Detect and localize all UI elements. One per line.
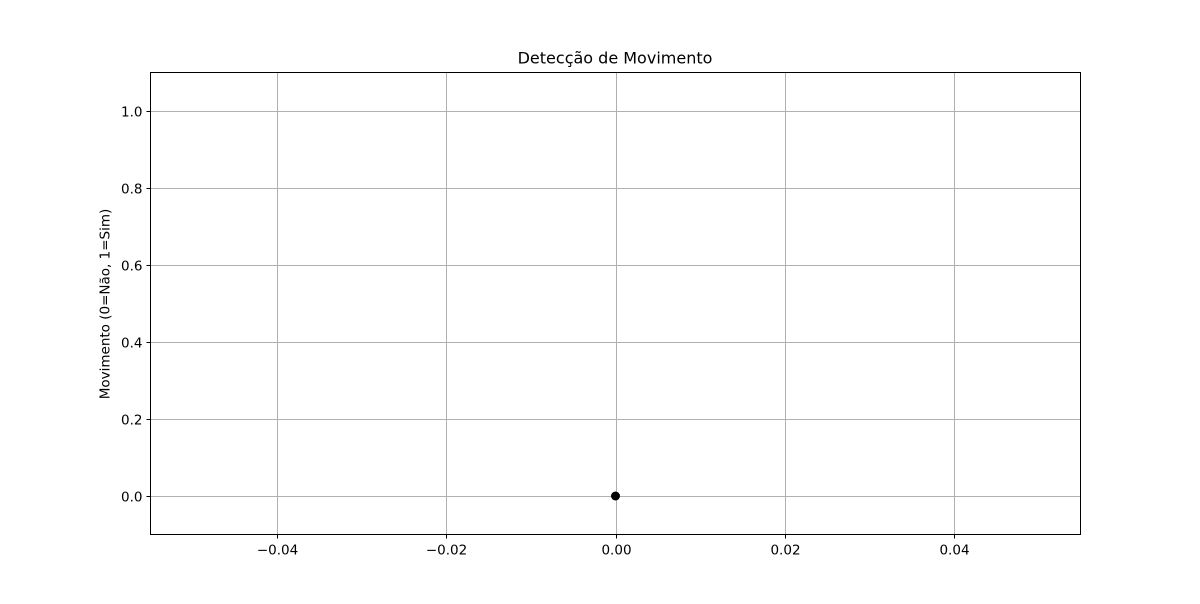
plot-frame xyxy=(150,72,1081,535)
x-tick-label: −0.02 xyxy=(426,543,467,559)
y-tick-label: 0.2 xyxy=(121,413,142,429)
y-axis-label: Movimento (0=Não, 1=Sim) xyxy=(98,209,114,400)
y-tick-label: 0.0 xyxy=(121,490,142,506)
marker-layer xyxy=(611,491,620,501)
data-point xyxy=(611,491,620,501)
chart-title: Detecção de Movimento xyxy=(518,49,713,68)
y-tick-label: 0.6 xyxy=(121,259,142,275)
x-tick-label: 0.02 xyxy=(770,543,800,559)
y-tick-label: 0.8 xyxy=(121,182,142,198)
y-tick-label: 1.0 xyxy=(121,105,142,121)
y-tick-label: 0.4 xyxy=(121,336,142,352)
tick-layer: −0.04 −0.02 0.00 0.02 0.04 0.0 0.2 0.4 0.6 0.8 1.0 xyxy=(121,105,970,559)
x-tick-label: 0.00 xyxy=(601,543,631,559)
x-tick-label: −0.04 xyxy=(257,543,298,559)
x-tick-label: 0.04 xyxy=(939,543,969,559)
